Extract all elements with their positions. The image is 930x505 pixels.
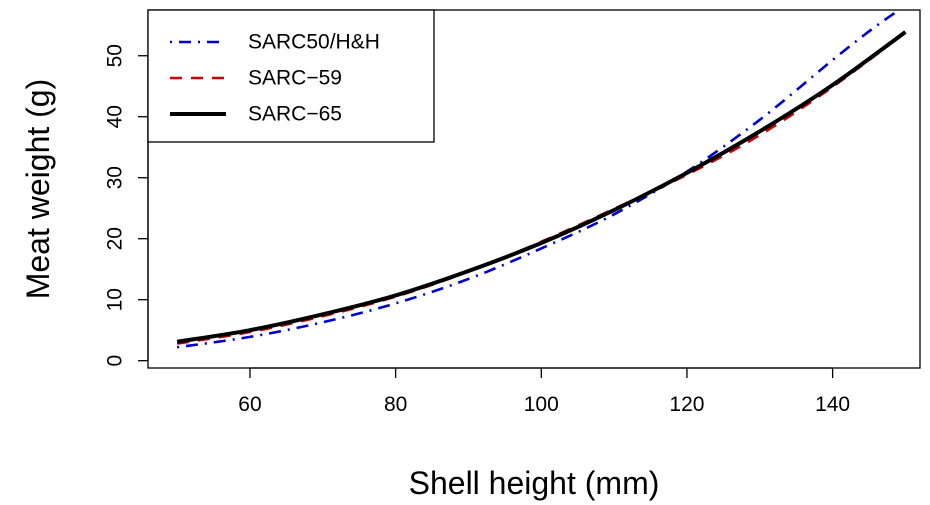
x-tick-label: 120 [669,393,704,416]
y-tick-label: 30 [104,166,127,189]
y-tick-label: 20 [104,227,127,250]
legend: SARC50/H&H SARC−59 SARC−65 [147,9,435,143]
x-axis-title: Shell height (mm) [409,465,660,501]
y-tick-label: 0 [104,355,127,367]
y-tick-label: 10 [104,288,127,311]
y-tick-label: 40 [104,105,127,128]
legend-label-2: SARC−59 [248,67,342,90]
series-line-3 [176,30,907,344]
legend-box [147,9,435,143]
x-tick-label: 60 [238,393,261,416]
y-axis-title: Meat weight (g) [20,79,56,300]
legend-label-1: SARC50/H&H [248,31,380,54]
x-axis: 60 80 100 120 140 [238,367,850,416]
x-tick-label: 100 [524,393,559,416]
x-tick-label: 80 [384,393,407,416]
y-tick-label: 50 [104,44,127,67]
x-tick-label: 140 [815,393,850,416]
legend-label-3: SARC−65 [248,103,342,126]
y-axis: 0 10 20 30 40 50 [104,44,149,367]
